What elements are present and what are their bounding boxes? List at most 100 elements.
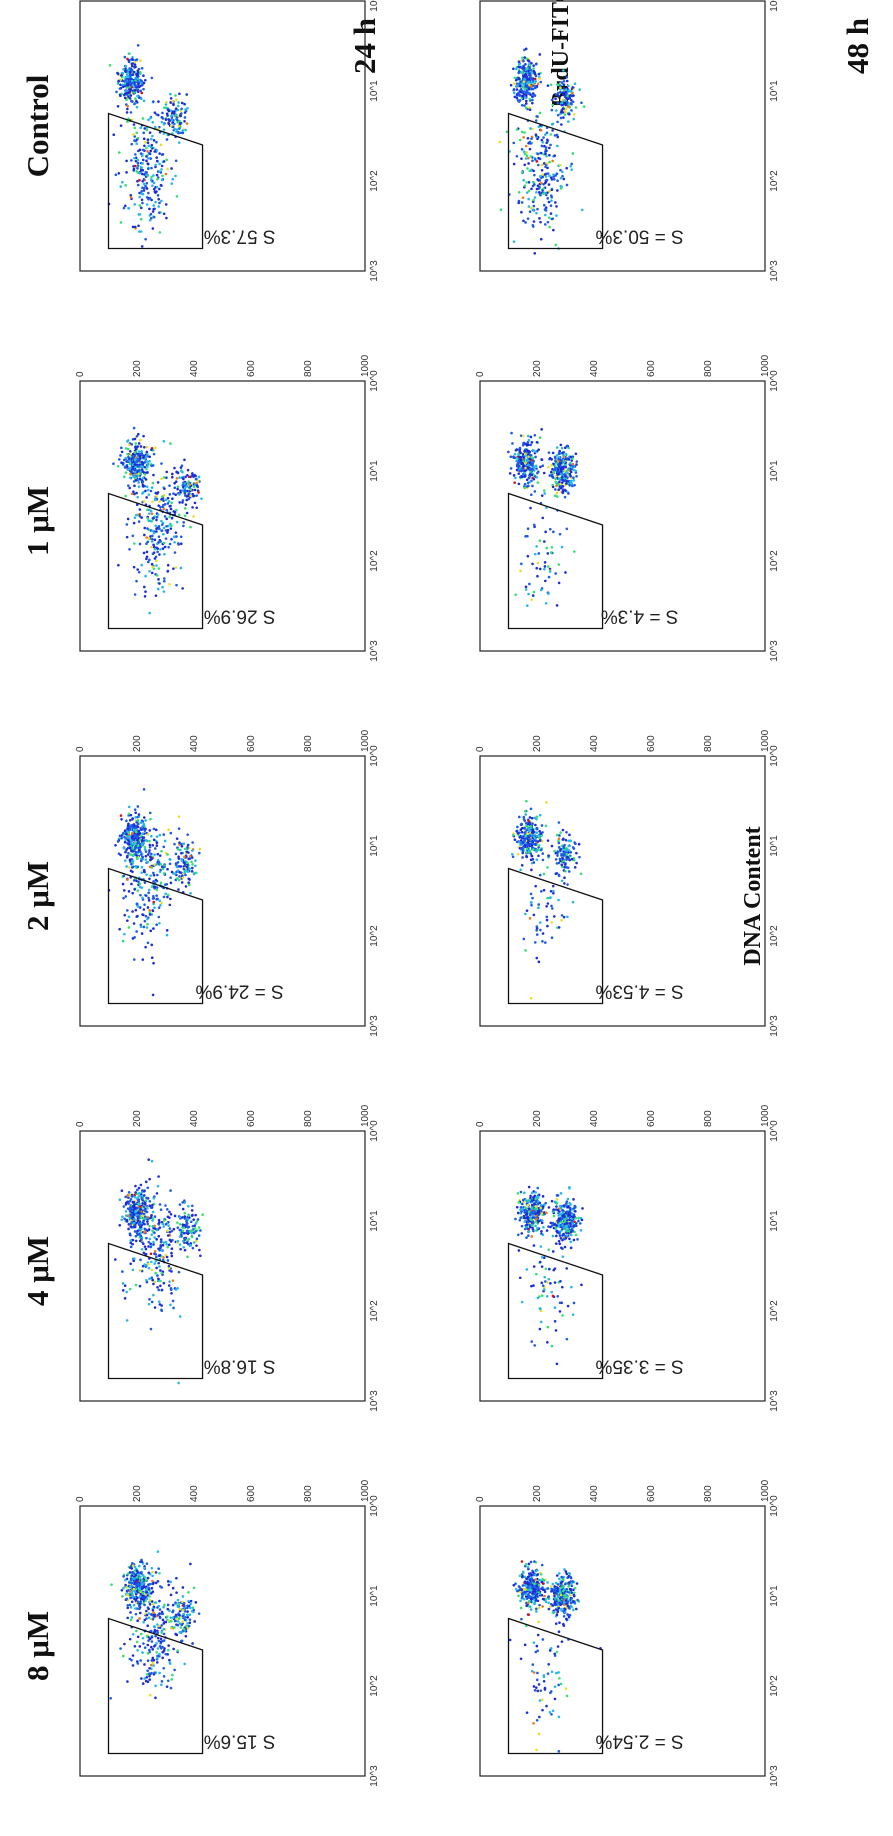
data-point: [534, 941, 537, 944]
x-tick-label: 600: [246, 1110, 257, 1127]
data-point: [521, 469, 525, 472]
data-point: [547, 592, 550, 596]
data-point: [137, 813, 141, 816]
data-point: [540, 494, 544, 497]
data-point: [170, 537, 173, 541]
data-point: [183, 102, 186, 106]
data-point: [164, 892, 167, 896]
data-point: [136, 432, 140, 436]
data-point: [134, 442, 138, 445]
data-point: [179, 131, 183, 135]
data-point: [541, 858, 545, 862]
data-point: [160, 168, 163, 171]
data-point: [138, 1227, 141, 1231]
data-point: [174, 480, 178, 483]
data-point: [131, 1570, 134, 1574]
data-point: [136, 832, 140, 835]
data-point: [164, 498, 168, 502]
data-point: [171, 475, 174, 479]
data-point: [547, 465, 550, 469]
data-point: [169, 507, 173, 511]
data-point: [160, 523, 164, 526]
data-point: [127, 95, 130, 98]
data-point: [527, 92, 530, 95]
data-point: [201, 1213, 204, 1217]
data-point: [194, 864, 197, 868]
data-point: [195, 1237, 199, 1241]
data-point: [173, 872, 177, 875]
x-tick-label: 600: [646, 735, 657, 752]
data-point: [147, 899, 151, 902]
data-point: [511, 855, 515, 859]
data-point: [139, 1632, 143, 1636]
data-point: [143, 1677, 146, 1680]
data-point: [571, 462, 575, 466]
data-point: [126, 71, 130, 74]
data-point: [160, 1624, 163, 1627]
data-point: [162, 212, 166, 216]
data-point: [570, 162, 573, 166]
data-point: [536, 574, 539, 578]
data-point: [140, 1269, 144, 1273]
data-point: [137, 468, 141, 472]
data-point: [148, 1637, 152, 1641]
data-point: [127, 75, 130, 79]
data-point: [170, 167, 173, 170]
data-point: [520, 210, 523, 214]
x-tick-label: 600: [246, 360, 257, 377]
data-point: [524, 535, 527, 538]
data-point: [551, 451, 555, 455]
data-point: [157, 578, 160, 581]
data-point: [155, 515, 159, 519]
data-point: [122, 475, 126, 479]
data-point: [138, 1192, 141, 1195]
data-point: [140, 449, 143, 453]
data-point: [524, 47, 528, 51]
data-point: [137, 822, 140, 826]
data-point: [138, 1232, 141, 1236]
data-point: [176, 118, 179, 122]
data-point: [144, 574, 147, 578]
data-point: [515, 96, 519, 100]
y-tick-label: 10^3: [369, 1015, 380, 1037]
data-point: [548, 153, 551, 157]
column-label-8um: 8 μM: [20, 1611, 55, 1681]
data-point: [152, 473, 155, 477]
data-point: [562, 915, 566, 919]
data-point: [121, 463, 125, 466]
data-point: [150, 1566, 154, 1570]
data-point: [176, 1221, 179, 1224]
data-point: [528, 838, 532, 841]
data-point: [158, 1599, 161, 1603]
data-point: [186, 1255, 189, 1259]
data-point: [148, 207, 151, 211]
data-point: [157, 1288, 161, 1292]
gate-s-phase: [107, 1242, 204, 1380]
data-point: [126, 828, 130, 831]
data-point: [130, 842, 133, 845]
data-point: [159, 540, 162, 543]
data-point: [171, 1299, 175, 1303]
data-point: [150, 143, 154, 147]
data-point: [141, 476, 145, 480]
data-point: [133, 135, 137, 138]
data-point: [129, 111, 133, 114]
data-point: [158, 527, 161, 531]
data-point: [132, 879, 136, 882]
data-point: [544, 133, 547, 136]
data-point: [119, 78, 123, 81]
data-point: [130, 1207, 133, 1211]
data-point: [139, 152, 143, 155]
data-point: [184, 108, 187, 111]
data-point: [158, 553, 161, 556]
data-point: [529, 169, 533, 172]
data-point: [554, 243, 558, 247]
data-point: [160, 498, 163, 501]
data-point: [160, 901, 163, 905]
data-point: [148, 1177, 151, 1181]
data-point: [182, 1226, 186, 1229]
data-point: [163, 1218, 166, 1222]
data-point: [523, 474, 527, 478]
data-point: [117, 171, 121, 175]
data-point: [524, 74, 528, 77]
